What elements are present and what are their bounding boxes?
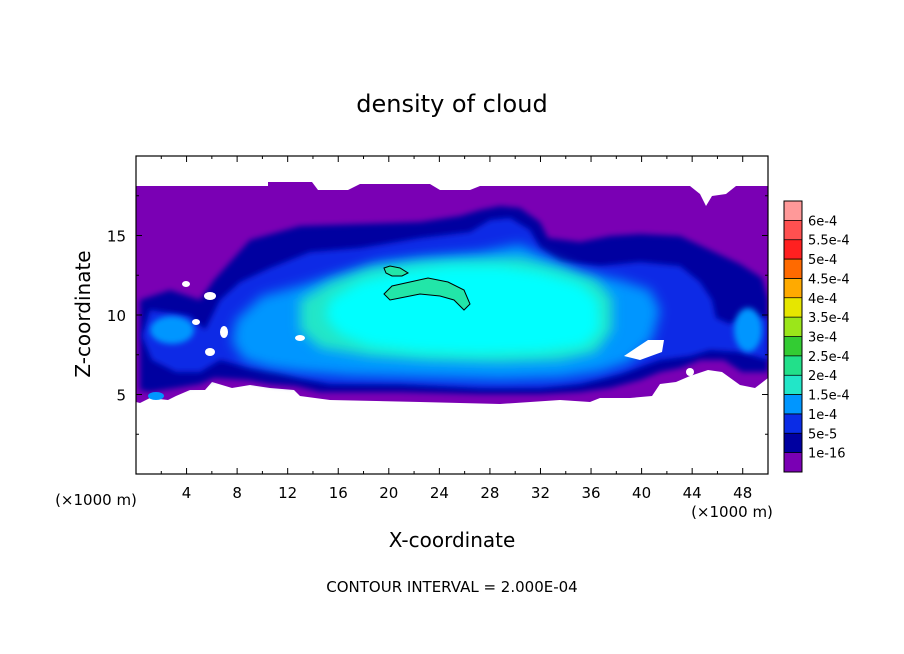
x-unit-left: (×1000 m) xyxy=(55,491,137,509)
x-axis: 4 8 12 16 20 24 28 32 36 40 44 48 xyxy=(160,156,752,502)
x-tick-label: 44 xyxy=(683,484,702,502)
x-tick-label: 40 xyxy=(632,484,651,502)
colorbar-swatch xyxy=(784,452,802,473)
colorbar-swatch xyxy=(784,278,802,299)
y-tick-label: 10 xyxy=(107,307,126,325)
x-tick-label: 4 xyxy=(182,484,192,502)
contour-interval-note: CONTOUR INTERVAL = 2.000E-04 xyxy=(326,578,577,596)
x-tick-label: 20 xyxy=(379,484,398,502)
colorbar-label: 1e-4 xyxy=(808,408,837,423)
colorbar-label: 6e-4 xyxy=(808,214,837,229)
colorbar-swatch xyxy=(784,239,802,260)
colorbar-label: 1e-16 xyxy=(808,447,846,462)
colorbar-label: 5e-5 xyxy=(808,427,837,442)
x-tick-label: 12 xyxy=(278,484,297,502)
colorbar-label: 1.5e-4 xyxy=(808,389,850,404)
colorbar-label: 4.5e-4 xyxy=(808,272,850,287)
colorbar-label: 2e-4 xyxy=(808,369,837,384)
colorbar-swatch xyxy=(784,317,802,337)
colorbar-swatch xyxy=(784,297,802,318)
x-tick-label: 24 xyxy=(430,484,449,502)
colorbar-label: 3.5e-4 xyxy=(808,311,850,326)
y-axis-label: Z-coordinate xyxy=(71,250,95,377)
colorbar-swatch xyxy=(784,355,802,376)
colorbar-swatch xyxy=(784,433,802,454)
x-axis-label: X-coordinate xyxy=(389,528,516,552)
colorbar-label: 5.5e-4 xyxy=(808,234,850,249)
colorbar-swatch xyxy=(784,394,802,415)
field-patch-bottom-left xyxy=(148,392,164,400)
x-tick-label: 8 xyxy=(232,484,242,502)
x-tick-label: 48 xyxy=(733,484,752,502)
y-tick-label: 5 xyxy=(116,387,126,405)
x-tick-label: 16 xyxy=(329,484,348,502)
x-unit-right: (×1000 m) xyxy=(691,503,773,521)
colorbar-label: 4e-4 xyxy=(808,292,837,307)
colorbar-label: 3e-4 xyxy=(808,331,837,346)
colorbar-swatch xyxy=(784,220,802,241)
contour-2e-4-small xyxy=(383,265,410,277)
chart-title: density of cloud xyxy=(356,90,547,118)
colorbar: 6e-4 5.5e-4 5e-4 4.5e-4 4e-4 3.5e-4 3e-4 2.5e-4… xyxy=(783,200,850,473)
colorbar-swatch xyxy=(784,375,802,395)
contour-2e-4-main xyxy=(383,277,471,311)
colorbar-label: 5e-4 xyxy=(808,253,837,268)
colorbar-swatch xyxy=(784,336,802,357)
field-patch-right xyxy=(734,308,762,352)
y-axis: 5 10 15 xyxy=(107,195,768,435)
x-tick-label: 28 xyxy=(480,484,499,502)
colorbar-label: 2.5e-4 xyxy=(808,350,850,365)
y-tick-label: 15 xyxy=(107,228,126,246)
field-patch-left xyxy=(150,316,194,344)
density-field xyxy=(136,182,768,404)
colorbar-swatch xyxy=(784,413,802,434)
x-tick-label: 36 xyxy=(581,484,600,502)
x-tick-label: 32 xyxy=(531,484,550,502)
colorbar-swatch xyxy=(784,201,802,221)
colorbar-swatch xyxy=(784,259,802,279)
field-gaps xyxy=(182,281,694,376)
